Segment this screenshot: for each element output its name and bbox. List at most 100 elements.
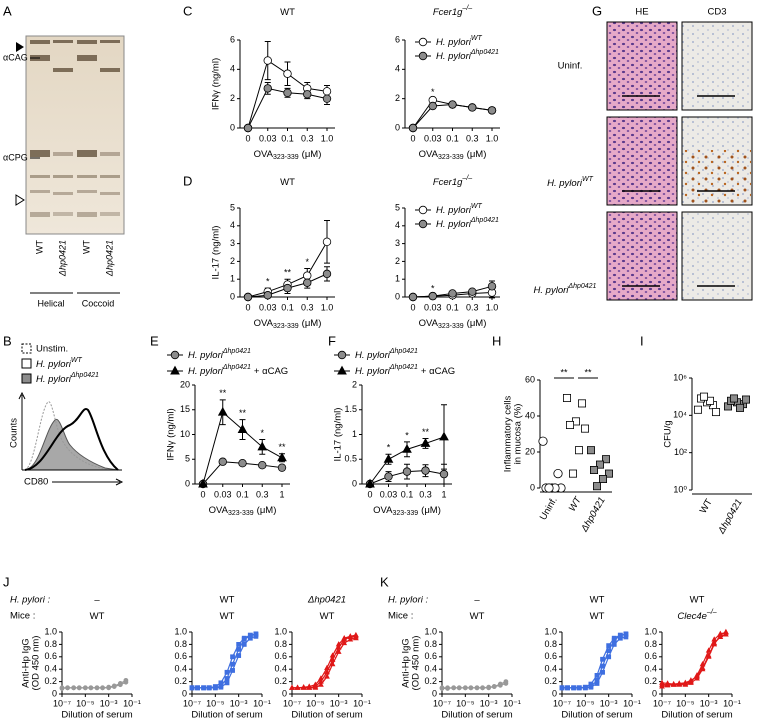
x-tick-label: 1.0	[486, 133, 499, 143]
x-tick-label: 0.1	[281, 302, 294, 312]
marker	[82, 685, 88, 691]
y-tick-label: 40	[525, 410, 535, 420]
marker	[602, 455, 611, 464]
he-image	[606, 211, 678, 301]
y-axis-label: IFNγ (ng/ml)	[166, 408, 177, 460]
text-part: 323-339	[273, 154, 299, 161]
marker	[503, 681, 509, 686]
x-tick-label: 0.1	[236, 489, 249, 499]
text-part: WT	[220, 611, 235, 622]
mice-label: WT	[590, 611, 605, 622]
lane-label: Δhp0421	[104, 240, 114, 277]
marker	[238, 459, 247, 468]
marker	[117, 682, 123, 688]
text-part: Δhp0421	[222, 364, 251, 371]
x-tick-label: 0	[410, 133, 415, 143]
text-part: 323-339	[273, 323, 299, 330]
marker	[335, 648, 342, 654]
legend-label: H. pyloriΔhp0421 + αCAG	[355, 364, 455, 376]
x-tick-label: 10⁻⁵	[676, 698, 695, 708]
marker	[569, 469, 578, 478]
legend-text: H. pylori	[36, 359, 72, 370]
marker	[439, 686, 445, 691]
significance: **	[278, 442, 286, 452]
marker	[253, 633, 259, 639]
x-tick-label: 10⁻³	[330, 698, 348, 708]
y-tick-label: 3	[395, 238, 400, 248]
text-part: 323-339	[438, 154, 464, 161]
text-part: WT	[280, 177, 295, 188]
marker	[544, 483, 554, 493]
marker	[324, 673, 330, 679]
marker	[606, 654, 612, 660]
marker	[418, 51, 428, 61]
marker	[623, 634, 629, 640]
marker	[312, 681, 319, 687]
row-label: H. pyloriWT	[547, 176, 593, 188]
x-tick-label: 10⁻⁷	[553, 698, 571, 708]
significance: *	[260, 428, 264, 438]
x-tick-label: 0.1	[281, 133, 294, 143]
row-label: H. pylori :	[388, 595, 428, 606]
x-tick-label: 10⁻⁷	[283, 698, 301, 708]
y-tick-label: 20	[525, 446, 535, 456]
marker	[402, 467, 412, 476]
cd3-image	[681, 21, 753, 111]
row-label: Uninf.	[558, 61, 583, 72]
text-part: OVA	[209, 505, 229, 516]
y-tick-label: 0.4	[174, 664, 187, 674]
band-label: αCPG	[3, 152, 28, 162]
marker	[659, 679, 665, 685]
marker	[575, 446, 584, 455]
y-tick-label: 0.8	[44, 639, 57, 649]
y-tick-label: 2	[230, 93, 235, 103]
text-part: –/–	[461, 5, 472, 12]
marker	[468, 685, 474, 691]
y-tick-label: 6	[230, 34, 235, 44]
row-label: Mice :	[10, 611, 35, 622]
marker	[329, 661, 336, 667]
infection-label: WT	[690, 595, 705, 606]
x-axis-label: OVA323-339 (μM)	[419, 318, 487, 331]
y-tick-label: 2	[352, 379, 357, 389]
marker	[289, 684, 295, 690]
marker	[277, 452, 287, 462]
legend-swatch	[21, 373, 32, 384]
x-tick-label: 10⁻⁷	[433, 698, 451, 708]
text-part: –/–	[461, 175, 472, 182]
marker	[676, 680, 683, 686]
y-tick-label: 0.8	[644, 639, 657, 649]
significance: **	[219, 388, 227, 398]
marker	[474, 685, 480, 691]
y-tick-label: 15	[180, 404, 190, 414]
x-tick-label: 0.03	[214, 489, 232, 499]
text-part: Clec4e	[677, 611, 707, 622]
text-part: H. pylori	[188, 350, 224, 361]
y-tick-label: 4	[395, 220, 400, 230]
x-tick-label: 0	[200, 489, 205, 499]
x-tick-label: 10⁻⁷	[183, 698, 201, 708]
column-header: CD3	[707, 7, 726, 18]
mice-label: WT	[320, 611, 335, 622]
cd3-image	[681, 211, 753, 301]
marker	[283, 88, 292, 97]
y-tick-label: 0.2	[644, 676, 657, 686]
marker	[705, 647, 712, 653]
marker	[243, 123, 253, 133]
text-part: WT	[470, 611, 485, 622]
marker	[730, 394, 739, 403]
y-tick-label: 0	[432, 688, 437, 698]
x-tick-label: 10⁻⁵	[306, 698, 325, 708]
y-tick-label: 5	[395, 202, 400, 212]
marker	[448, 289, 457, 298]
marker	[717, 633, 724, 639]
marker	[486, 685, 492, 691]
he-image	[606, 21, 678, 111]
significance: **	[584, 367, 592, 377]
y-tick-label: 10⁶	[673, 372, 687, 382]
chart-title: Fcer1g–/–	[433, 5, 472, 17]
text-part: Δhp0421	[470, 49, 499, 56]
text-part: –/–	[706, 609, 717, 616]
y-tick-label: 0.5	[344, 454, 357, 464]
y-tick-label: 1.0	[274, 626, 287, 636]
